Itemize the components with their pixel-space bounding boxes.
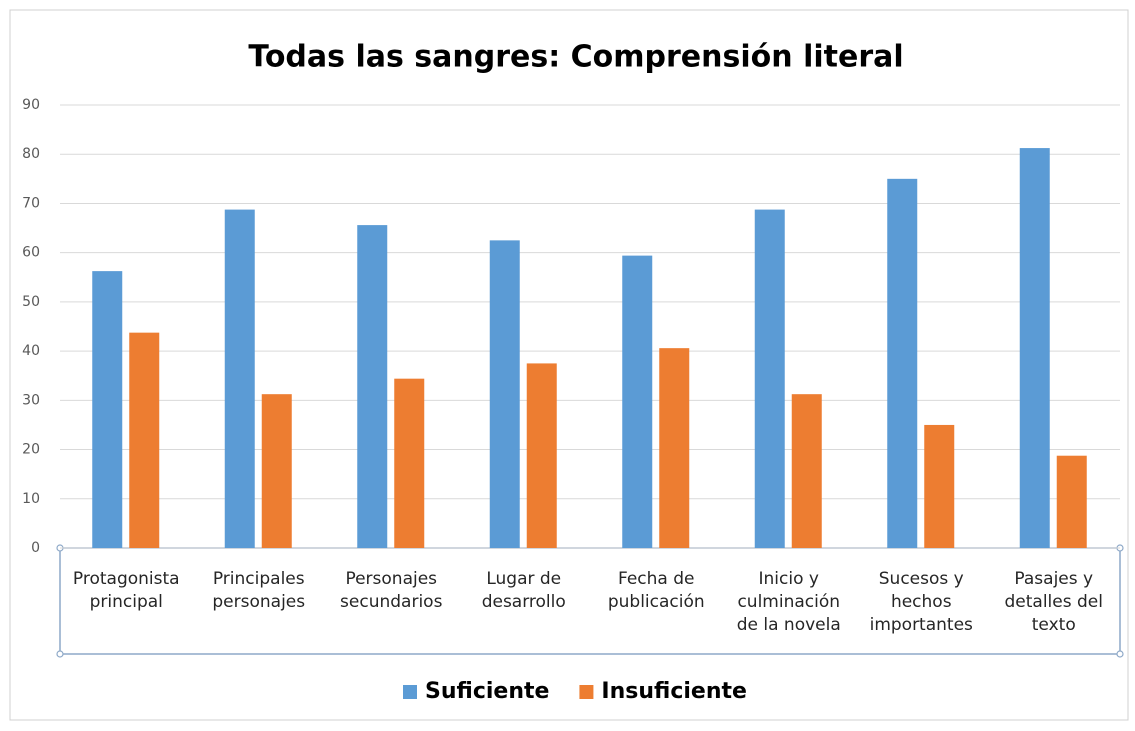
y-tick-label: 40	[22, 343, 40, 359]
y-tick-label: 50	[22, 294, 40, 310]
bar	[659, 348, 690, 548]
bar	[489, 240, 520, 548]
x-tick-label: Lugar de desarrollo	[481, 569, 566, 612]
legend-swatch	[579, 685, 594, 699]
bar	[357, 225, 388, 548]
legend-label: Insuficiente	[601, 679, 747, 704]
bar	[791, 394, 822, 548]
y-tick-label: 0	[31, 540, 40, 556]
y-tick-label: 10	[22, 491, 40, 507]
bar	[1056, 455, 1087, 548]
bar	[1019, 148, 1050, 548]
y-tick-label: 70	[22, 195, 40, 211]
bar	[261, 394, 292, 548]
x-tick-label: Sucesos y hechos importantes	[869, 569, 973, 635]
x-tick-label: Inicio y culminación de la novela	[736, 569, 841, 635]
bar	[129, 332, 160, 548]
chart-title: Todas las sangres: Comprensión literal	[248, 40, 903, 75]
x-tick-label: Fecha de publicación	[607, 569, 705, 612]
x-tick-label: Pasajes y detalles del texto	[1004, 569, 1103, 635]
bar	[924, 424, 955, 548]
bar	[526, 363, 557, 548]
x-tick-label: Principales personajes	[212, 569, 306, 612]
bar	[394, 378, 425, 548]
bar	[622, 255, 653, 548]
y-tick-label: 60	[22, 245, 40, 261]
y-tick-label: 20	[22, 442, 40, 458]
bar	[887, 178, 918, 549]
y-tick-label: 30	[22, 392, 40, 408]
x-tick-label: Personajes secundarios	[340, 569, 443, 612]
y-tick-label: 80	[22, 146, 40, 162]
legend-label: Suficiente	[425, 679, 549, 704]
bar	[92, 271, 123, 548]
legend-swatch	[403, 685, 417, 699]
bar	[224, 209, 255, 548]
x-tick-label: Protagonista principal	[72, 569, 180, 612]
bar	[754, 209, 785, 548]
y-tick-label: 90	[22, 97, 40, 113]
chart-frame	[9, 9, 1129, 721]
